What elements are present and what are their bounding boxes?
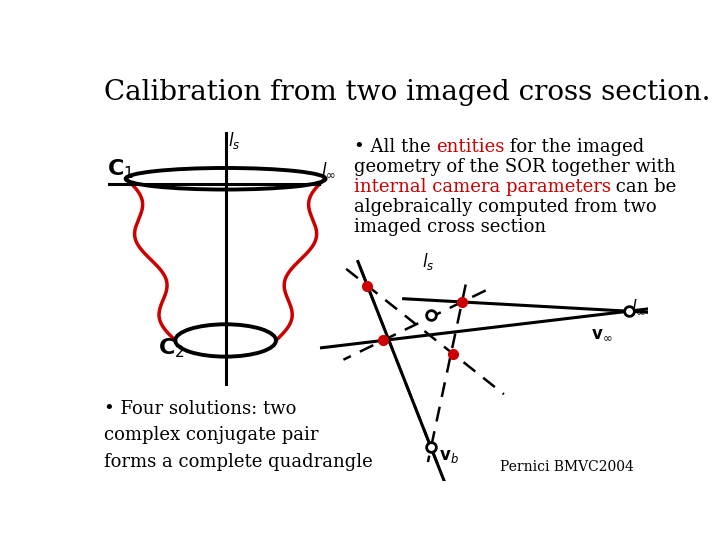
Text: algebraically computed from two: algebraically computed from two [354,198,656,216]
Text: $l_\infty$: $l_\infty$ [631,297,646,316]
Text: for the imaged: for the imaged [504,138,644,156]
Text: $\mathbf{v}_b$: $\mathbf{v}_b$ [438,448,459,465]
Text: • All the: • All the [354,138,436,156]
Text: can be: can be [611,178,677,196]
Text: entities: entities [436,138,504,156]
Text: • Four solutions: two
complex conjugate pair
forms a complete quadrangle: • Four solutions: two complex conjugate … [104,400,373,470]
Text: $\mathbf{v}_\infty$: $\mathbf{v}_\infty$ [590,325,612,342]
Text: $\mathbf{C}_1$: $\mathbf{C}_1$ [107,157,134,180]
Text: $l_s$: $l_s$ [423,251,435,272]
Text: Pernici BMVC2004: Pernici BMVC2004 [500,461,634,475]
Text: $l_\infty$: $l_\infty$ [321,160,336,179]
Text: internal camera parameters: internal camera parameters [354,178,611,196]
Text: imaged cross section: imaged cross section [354,218,546,236]
Text: $l_s$: $l_s$ [228,130,240,151]
Text: geometry of the SOR together with: geometry of the SOR together with [354,158,675,176]
Text: Calibration from two imaged cross section.: Calibration from two imaged cross sectio… [104,79,711,106]
Text: $\mathbf{C}_2$: $\mathbf{C}_2$ [158,336,185,360]
